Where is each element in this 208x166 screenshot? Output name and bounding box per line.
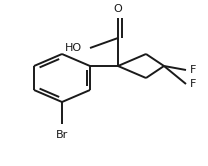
Text: F: F: [190, 79, 196, 89]
Text: O: O: [114, 4, 122, 14]
Text: F: F: [190, 65, 196, 75]
Text: HO: HO: [65, 43, 82, 53]
Text: Br: Br: [56, 130, 68, 140]
